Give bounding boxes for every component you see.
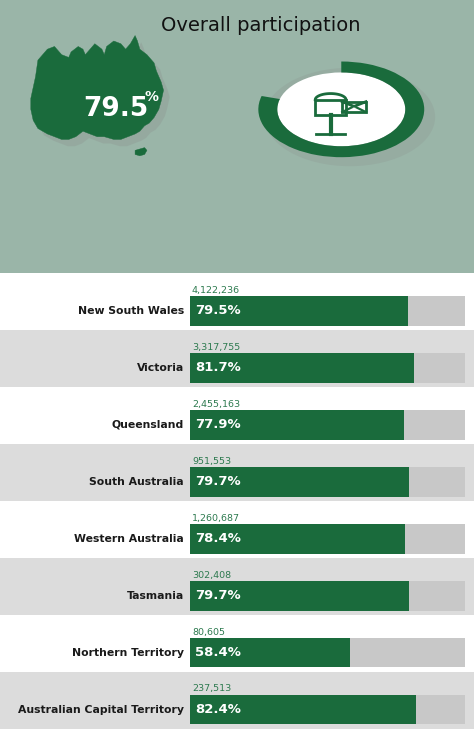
FancyBboxPatch shape <box>190 638 350 668</box>
FancyBboxPatch shape <box>190 695 465 725</box>
FancyBboxPatch shape <box>190 524 465 553</box>
Text: 77.9%: 77.9% <box>195 418 241 432</box>
FancyBboxPatch shape <box>0 444 474 502</box>
Text: Queensland: Queensland <box>112 420 184 430</box>
Text: 78.4%: 78.4% <box>195 532 241 545</box>
Text: Northern Territory: Northern Territory <box>72 647 184 658</box>
Text: 2,455,163: 2,455,163 <box>192 399 240 409</box>
Text: 79.7%: 79.7% <box>195 589 241 602</box>
FancyBboxPatch shape <box>190 524 405 553</box>
Text: 302,408: 302,408 <box>192 571 231 580</box>
Text: Tasmania: Tasmania <box>127 590 184 601</box>
FancyBboxPatch shape <box>190 410 404 440</box>
Circle shape <box>264 68 435 166</box>
FancyBboxPatch shape <box>190 467 465 496</box>
FancyBboxPatch shape <box>0 672 474 729</box>
FancyBboxPatch shape <box>190 581 465 611</box>
FancyBboxPatch shape <box>190 296 408 326</box>
Text: 58.4%: 58.4% <box>195 646 241 659</box>
Text: 80,605: 80,605 <box>192 628 225 636</box>
Text: 951,553: 951,553 <box>192 456 231 466</box>
FancyBboxPatch shape <box>190 638 465 668</box>
Text: %: % <box>145 90 159 104</box>
Polygon shape <box>37 42 170 147</box>
Text: 237,513: 237,513 <box>192 685 231 693</box>
FancyBboxPatch shape <box>190 695 416 725</box>
FancyBboxPatch shape <box>190 353 414 383</box>
Circle shape <box>277 72 405 147</box>
Text: 3,317,755: 3,317,755 <box>192 343 240 352</box>
FancyBboxPatch shape <box>0 0 474 273</box>
Text: 81.7%: 81.7% <box>195 362 241 375</box>
FancyBboxPatch shape <box>190 353 465 383</box>
Text: Western Australia: Western Australia <box>74 534 184 544</box>
Polygon shape <box>31 36 164 139</box>
FancyBboxPatch shape <box>0 330 474 387</box>
Wedge shape <box>258 61 424 157</box>
Text: New South Wales: New South Wales <box>78 306 184 316</box>
Text: 1,260,687: 1,260,687 <box>192 514 240 523</box>
FancyBboxPatch shape <box>190 467 409 496</box>
Text: 79.7%: 79.7% <box>195 475 241 488</box>
Text: 82.4%: 82.4% <box>195 703 241 716</box>
Text: Victoria: Victoria <box>137 363 184 373</box>
FancyBboxPatch shape <box>190 410 465 440</box>
Text: 79.5%: 79.5% <box>195 305 241 317</box>
FancyBboxPatch shape <box>0 558 474 615</box>
FancyBboxPatch shape <box>190 296 465 326</box>
Text: 4,122,236: 4,122,236 <box>192 286 240 295</box>
Text: 79.5: 79.5 <box>83 96 148 122</box>
Polygon shape <box>135 147 147 156</box>
Text: Overall participation: Overall participation <box>161 17 360 36</box>
FancyBboxPatch shape <box>190 581 409 611</box>
Text: Australian Capital Territory: Australian Capital Territory <box>18 705 184 714</box>
Text: South Australia: South Australia <box>89 477 184 487</box>
